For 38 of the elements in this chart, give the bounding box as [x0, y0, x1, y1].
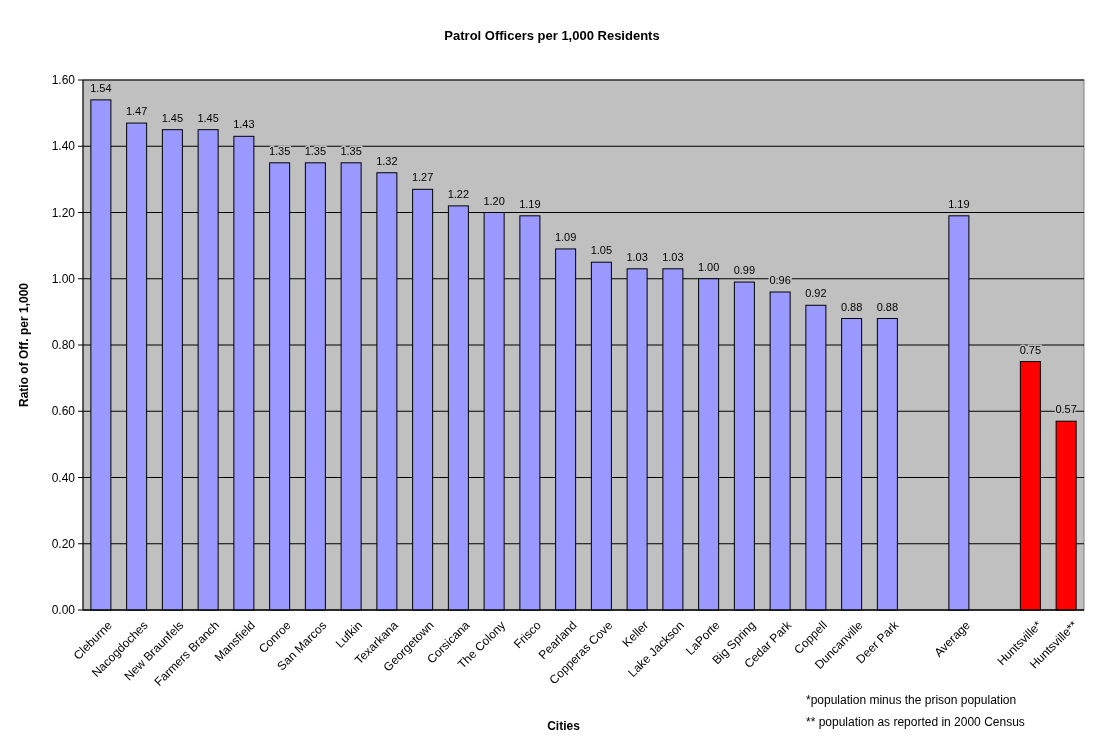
data-label: 1.22: [447, 187, 470, 200]
data-label: 0.88: [840, 300, 863, 313]
text: ** population as reported in 2000 Census: [806, 715, 1025, 729]
data-label: 0.88: [876, 300, 899, 313]
data-label: 1.43: [233, 118, 255, 131]
data-label: 0.92: [805, 287, 827, 300]
data-label: 1.20: [483, 194, 505, 207]
text: *population minus the prison population: [806, 693, 1017, 707]
data-label: 1.32: [376, 154, 398, 167]
data-label: 1.35: [268, 144, 291, 157]
y-tick-label: 0.00: [51, 603, 76, 618]
y-tick-label: 0.60: [51, 404, 76, 419]
y-tick-label: 1.00: [51, 271, 76, 286]
data-label: 1.05: [590, 244, 613, 257]
y-axis-title: Ratio of Off. per 1,000: [17, 282, 31, 408]
data-label: 0.75: [1019, 343, 1042, 356]
data-label: 1.19: [519, 197, 541, 210]
data-label: 1.27: [411, 171, 434, 184]
data-label: 1.09: [554, 230, 577, 243]
data-label: 1.03: [626, 250, 648, 263]
data-label: 1.45: [197, 111, 219, 124]
data-label: 1.54: [90, 81, 112, 94]
data-label: 1.03: [662, 250, 684, 263]
data-label: 1.35: [340, 144, 362, 157]
data-label: 1.45: [161, 111, 184, 124]
data-label: 0.99: [733, 264, 756, 277]
y-tick-label: 1.20: [51, 205, 76, 220]
y-tick-label: 0.20: [51, 536, 76, 551]
data-label: 1.47: [125, 105, 148, 118]
y-tick-label: 0.80: [51, 338, 76, 353]
y-tick-label: 0.40: [51, 470, 76, 485]
data-label: 1.19: [948, 197, 970, 210]
y-tick-label: 1.60: [51, 73, 76, 88]
y-tick-label: 1.40: [51, 139, 76, 154]
chart-title: Patrol Officers per 1,000 Residents: [444, 28, 660, 43]
data-label: 1.35: [304, 144, 327, 157]
x-axis-title: Cities: [547, 719, 581, 733]
data-label: 1.00: [697, 260, 720, 273]
